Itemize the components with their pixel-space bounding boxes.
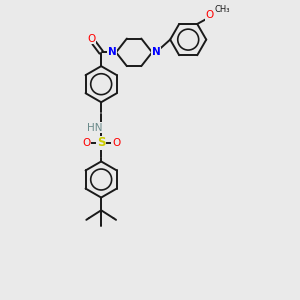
Text: CH₃: CH₃ bbox=[215, 5, 230, 14]
Text: O: O bbox=[87, 34, 95, 44]
Text: O: O bbox=[206, 10, 214, 20]
Text: N: N bbox=[152, 47, 160, 57]
Text: O: O bbox=[82, 138, 90, 148]
Text: S: S bbox=[97, 136, 105, 149]
Text: O: O bbox=[112, 138, 120, 148]
Text: N: N bbox=[108, 47, 117, 57]
Text: HN: HN bbox=[88, 123, 103, 133]
